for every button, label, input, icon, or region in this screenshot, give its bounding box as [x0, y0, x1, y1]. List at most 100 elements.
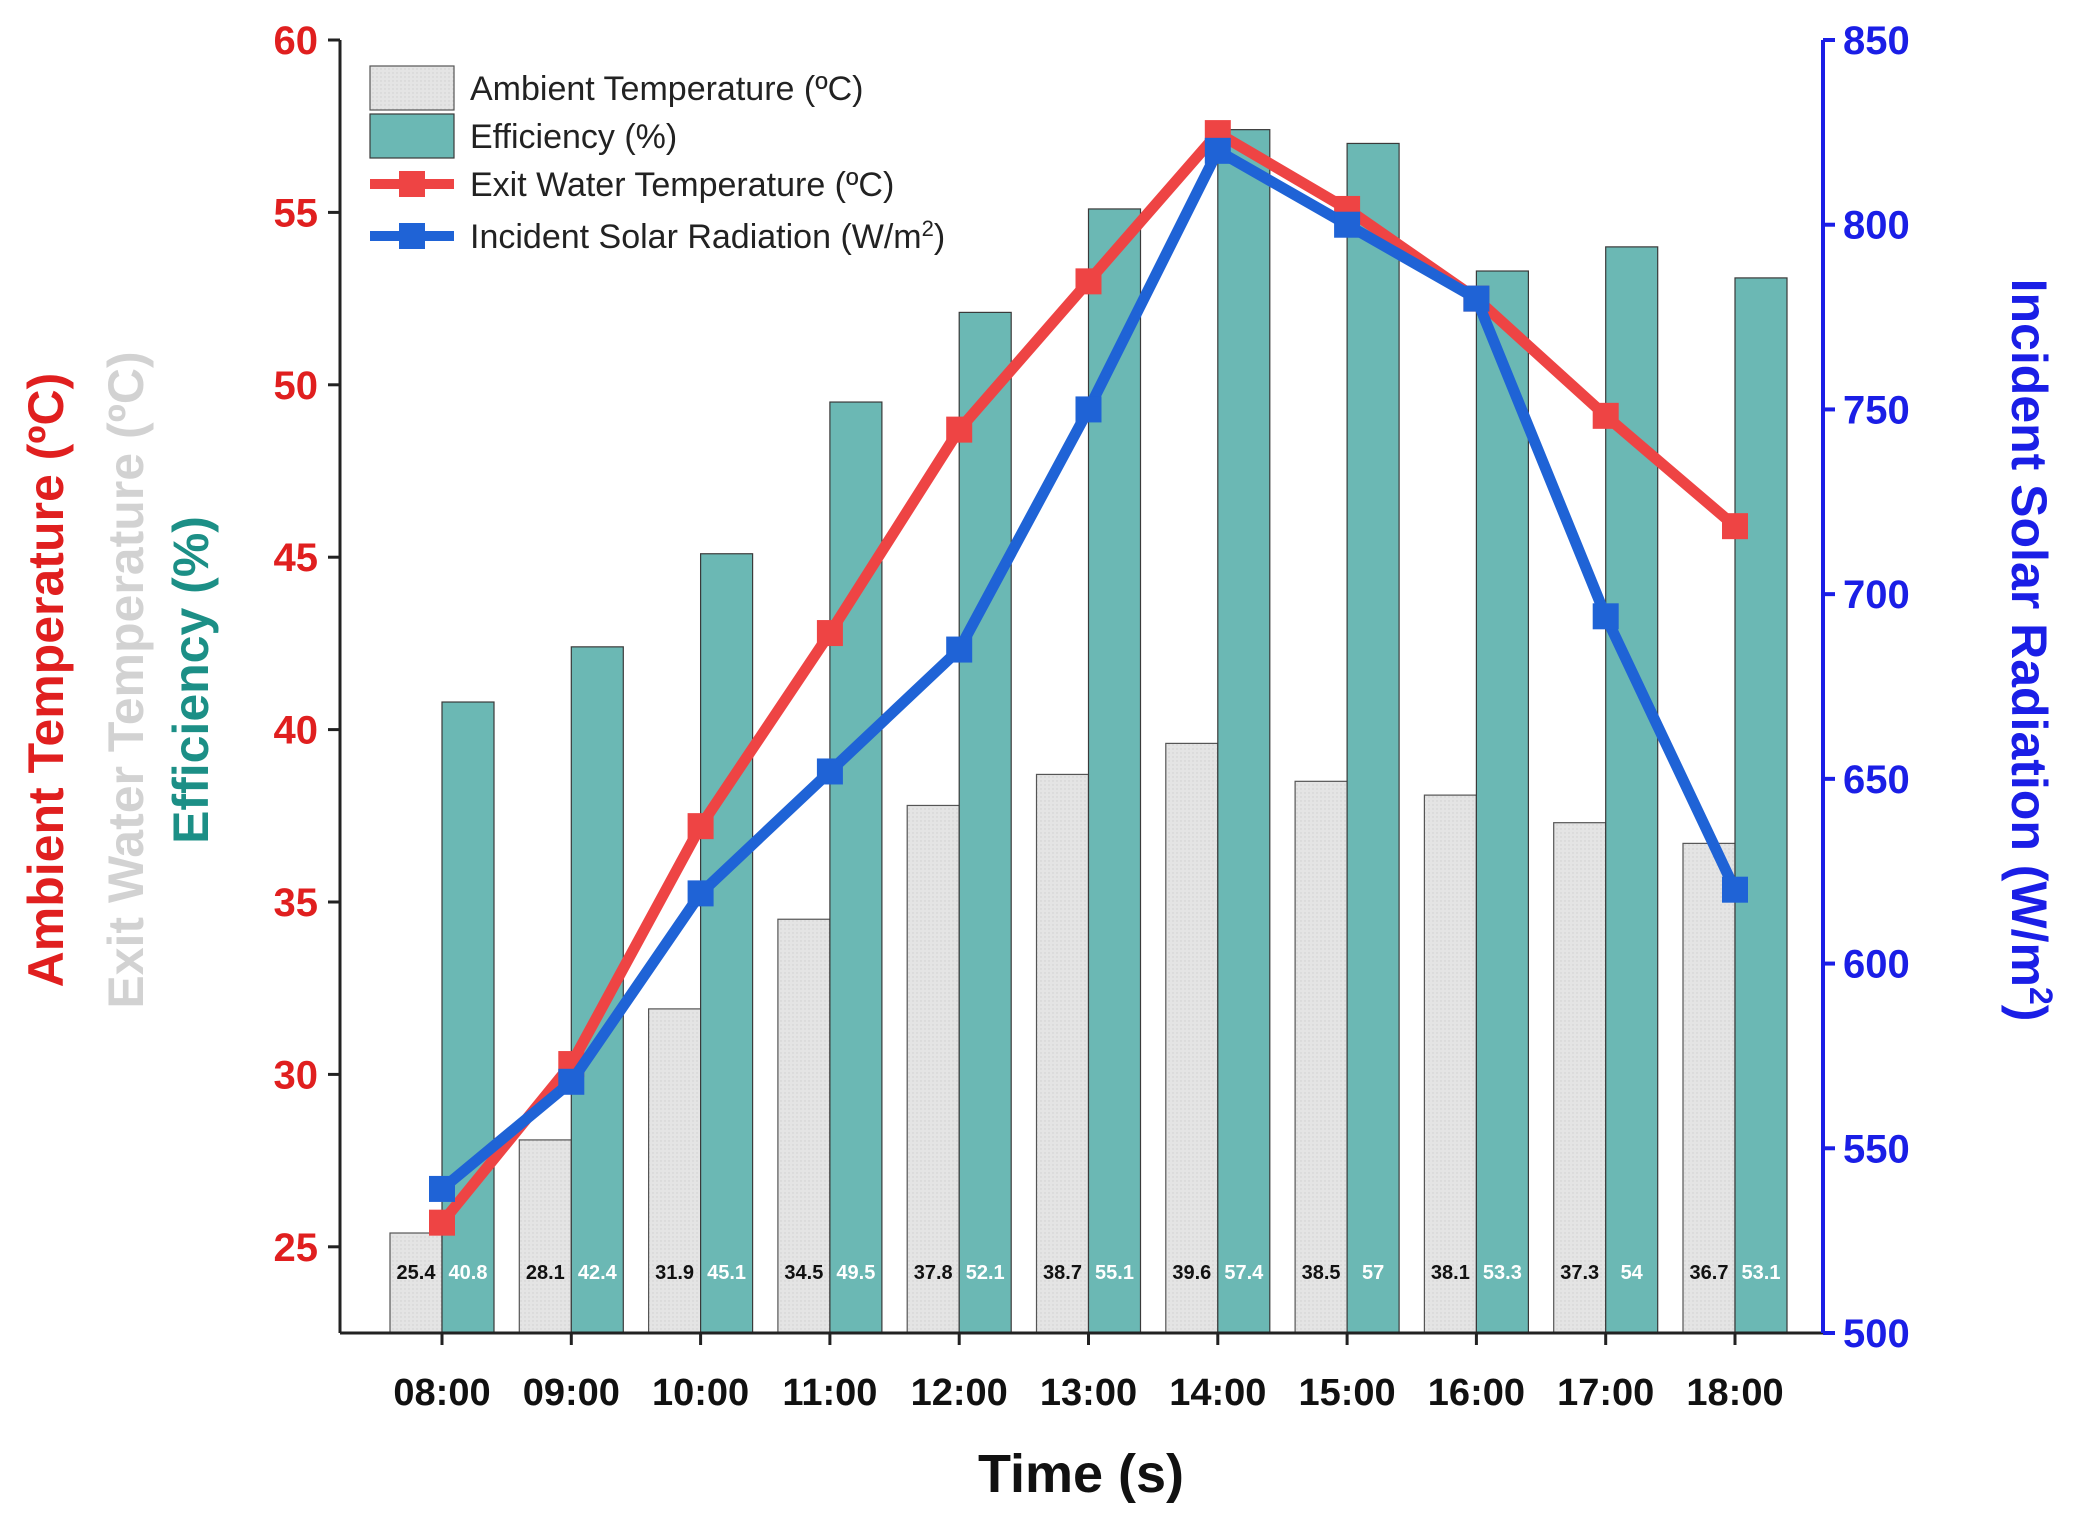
left-axis-titles: Ambient Temperature (ºC) Exit Water Tempe… — [18, 351, 219, 1008]
exit-water-temperature-marker — [946, 416, 973, 443]
right-tick-label: 700 — [1843, 573, 1910, 617]
efficiency-data-label: 55.1 — [1095, 1262, 1134, 1284]
ambient-data-label: 31.9 — [655, 1262, 694, 1284]
legend-label-solar-radiation: Incident Solar Radiation (W/m2) — [470, 216, 945, 256]
legend-marker-solar-radiation — [399, 223, 425, 249]
left-tick-label: 30 — [274, 1053, 319, 1097]
right-tick-label: 550 — [1843, 1127, 1910, 1171]
x-tick-label: 08:00 — [393, 1372, 490, 1414]
data-labels-layer: 25.4 40.8 28.1 42.4 31.9 45.1 34.5 49.5 37.8 52.1… — [397, 1262, 1781, 1284]
ambient-bar — [1035, 773, 1090, 1334]
left-tick-label: 40 — [274, 709, 319, 753]
efficiency-data-label: 53.1 — [1742, 1262, 1781, 1284]
efficiency-bar — [699, 553, 754, 1334]
right-tick-label: 650 — [1843, 758, 1910, 802]
ambient-bar — [1294, 780, 1348, 1334]
incident-solar-radiation-marker — [816, 758, 843, 785]
ambient-data-label: 36.7 — [1690, 1262, 1729, 1284]
efficiency-bar — [1217, 129, 1271, 1334]
efficiency-data-label: 54 — [1621, 1262, 1644, 1284]
efficiency-bar — [1734, 277, 1788, 1334]
legend-swatch-efficiency — [369, 113, 455, 159]
efficiency-bar — [1346, 142, 1400, 1334]
x-tick-label: 09:00 — [523, 1372, 620, 1414]
ambient-bar — [777, 918, 831, 1334]
right-axis-title-end: ) — [2001, 1005, 2057, 1022]
legend-label-exit-water: Exit Water Temperature (ºC) — [470, 166, 894, 204]
legend-label-efficiency: Efficiency (%) — [470, 118, 677, 156]
ambient-data-label: 39.6 — [1172, 1262, 1211, 1284]
efficiency-data-label: 49.5 — [836, 1262, 875, 1284]
right-tick-label: 600 — [1843, 943, 1910, 987]
efficiency-data-label: 57 — [1362, 1262, 1384, 1284]
x-tick-label: 13:00 — [1040, 1372, 1137, 1414]
ambient-data-label: 38.7 — [1043, 1262, 1082, 1284]
exit-water-temperature-marker — [1722, 513, 1748, 540]
legend-label-ambient: Ambient Temperature (ºC) — [470, 70, 864, 108]
x-tick-label: 17:00 — [1557, 1372, 1654, 1414]
ambient-bar — [518, 1139, 572, 1334]
x-tick-label: 10:00 — [652, 1372, 749, 1414]
incident-solar-radiation-marker — [1075, 396, 1102, 423]
right-axis-title-superscript: 2 — [2023, 987, 2059, 1005]
x-tick-label: 15:00 — [1298, 1372, 1395, 1414]
efficiency-data-label: 42.4 — [578, 1262, 618, 1284]
ambient-bar — [1682, 842, 1736, 1334]
left-tick-label: 60 — [274, 19, 319, 63]
ambient-bar — [1165, 742, 1219, 1334]
right-axis-title-text: Incident Solar Radiation (W/m — [2001, 279, 2057, 987]
efficiency-bar — [1087, 208, 1142, 1334]
incident-solar-radiation-marker — [1463, 285, 1490, 312]
ambient-bar — [389, 1232, 443, 1334]
left-axis-title: Efficiency (%) — [163, 516, 219, 844]
legend: Ambient Temperature (ºC) Efficiency (%) Ex… — [369, 65, 945, 256]
incident-solar-radiation-marker — [1722, 876, 1748, 903]
ambient-data-label: 37.3 — [1560, 1262, 1599, 1284]
legend-swatch-ambient — [369, 65, 455, 111]
efficiency-bar — [829, 401, 883, 1334]
exit-water-temperature-marker — [429, 1209, 455, 1236]
right-tick-label: 800 — [1843, 204, 1910, 248]
x-tick-label: 18:00 — [1686, 1372, 1783, 1414]
right-axis-title: Incident Solar Radiation (W/m2) — [2001, 279, 2059, 1022]
bars-layer — [389, 129, 1788, 1334]
left-axis-title: Ambient Temperature (ºC) — [18, 373, 74, 988]
legend-marker-exit-water — [399, 171, 425, 197]
ambient-data-label: 38.1 — [1431, 1262, 1470, 1284]
efficiency-data-label: 57.4 — [1224, 1262, 1264, 1284]
left-tick-label: 50 — [274, 364, 319, 408]
right-axis-title-group: Incident Solar Radiation (W/m2) — [2001, 279, 2059, 1022]
x-axis-title: Time (s) — [978, 1444, 1184, 1504]
ambient-bar — [1423, 794, 1478, 1334]
left-tick-label: 45 — [274, 536, 319, 580]
efficiency-data-label: 53.3 — [1483, 1262, 1522, 1284]
x-tick-label: 11:00 — [782, 1372, 877, 1414]
incident-solar-radiation-marker — [1334, 211, 1361, 238]
incident-solar-radiation-marker — [1204, 137, 1231, 164]
incident-solar-radiation-marker — [429, 1175, 455, 1202]
ambient-bar — [906, 804, 960, 1334]
lines-layer — [429, 120, 1748, 1236]
efficiency-data-label: 52.1 — [966, 1262, 1005, 1284]
left-axis-title: Exit Water Temperature (ºC) — [98, 351, 154, 1008]
axes-layer: 25 30 35 40 45 50 55 60 500 550 600 650 700 750 800 850… — [274, 19, 1910, 1414]
efficiency-bar — [1475, 270, 1530, 1334]
efficiency-data-label: 45.1 — [707, 1262, 746, 1284]
x-tick-label: 12:00 — [911, 1372, 1008, 1414]
ambient-data-label: 37.8 — [914, 1262, 953, 1284]
efficiency-bar — [441, 701, 495, 1334]
x-tick-label: 14:00 — [1169, 1372, 1266, 1414]
ambient-data-label: 34.5 — [784, 1262, 823, 1284]
ambient-data-label: 38.5 — [1302, 1262, 1341, 1284]
efficiency-data-label: 40.8 — [449, 1262, 488, 1284]
ambient-bar — [1553, 822, 1607, 1334]
exit-water-temperature-marker — [687, 813, 714, 840]
ambient-data-label: 25.4 — [397, 1262, 437, 1284]
exit-water-temperature-marker — [1075, 268, 1102, 295]
incident-solar-radiation-marker — [946, 636, 973, 663]
incident-solar-radiation-marker — [1592, 603, 1619, 630]
left-tick-label: 35 — [274, 881, 319, 925]
right-tick-label: 750 — [1843, 388, 1910, 432]
incident-solar-radiation-marker — [558, 1068, 585, 1095]
